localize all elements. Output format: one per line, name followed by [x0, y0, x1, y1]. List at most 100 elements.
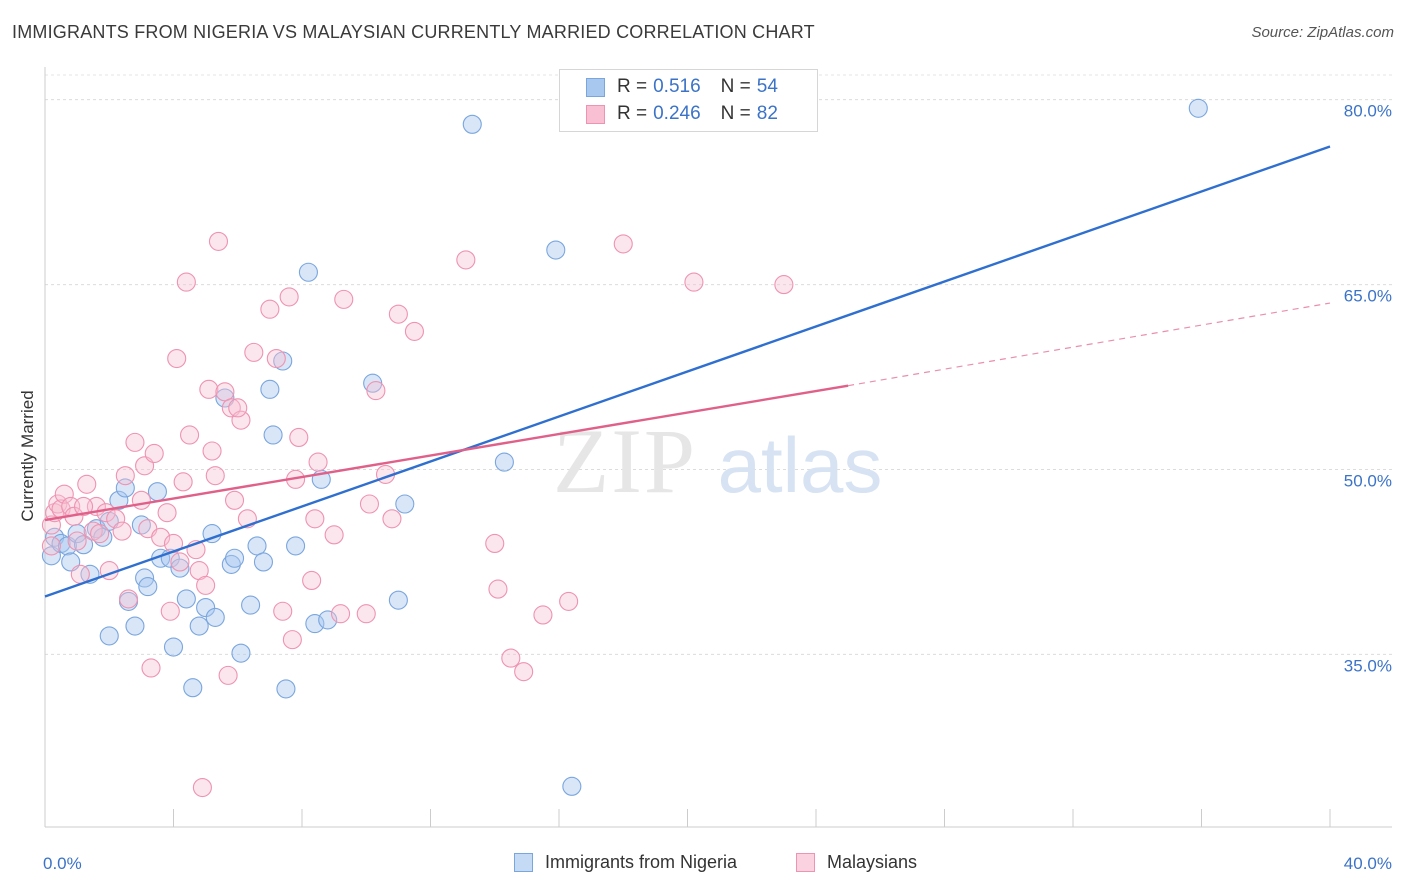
y-tick-label: 50.0% — [1344, 471, 1392, 490]
gridlines — [45, 74, 1392, 655]
point-nigeria — [163, 637, 184, 657]
point-nigeria — [170, 558, 190, 578]
point-malaysians — [330, 604, 351, 624]
legend-item-nigeria[interactable]: Immigrants from Nigeria — [514, 852, 737, 873]
point-nigeria — [176, 589, 196, 609]
point-nigeria — [241, 595, 261, 615]
point-malaysians — [125, 432, 145, 452]
point-nigeria — [224, 548, 245, 568]
y-tick-label: 65.0% — [1344, 287, 1392, 306]
point-malaysians — [74, 496, 94, 517]
point-malaysians — [485, 533, 505, 554]
point-malaysians — [404, 321, 424, 341]
data-points — [41, 98, 1208, 798]
source-credit: Source: ZipAtlas.com — [1251, 24, 1394, 41]
point-malaysians — [141, 658, 161, 678]
point-malaysians — [279, 287, 299, 307]
point-nigeria — [138, 577, 158, 597]
point-malaysians — [208, 231, 229, 251]
point-malaysians — [167, 348, 187, 369]
trend-line-nigeria — [44, 145, 1331, 598]
point-malaysians — [260, 299, 280, 319]
point-malaysians — [324, 525, 344, 545]
series-legend: Immigrants from Nigeria Malaysians — [0, 852, 1406, 876]
point-malaysians — [388, 304, 408, 324]
legend-label-malaysians: Malaysians — [827, 852, 918, 872]
legend-swatch-malaysians — [586, 104, 605, 124]
tick-labels: 35.0% 50.0% 65.0% 80.0% 0.0% 40.0% — [43, 102, 1392, 873]
point-malaysians — [144, 443, 164, 464]
point-malaysians — [334, 289, 354, 309]
point-malaysians — [514, 662, 534, 682]
point-malaysians — [90, 524, 110, 544]
legend-swatch-malaysians — [796, 853, 815, 872]
point-nigeria — [305, 614, 325, 634]
point-malaysians — [192, 778, 212, 798]
n-value: 82 — [756, 103, 778, 124]
n-label: N = — [720, 76, 751, 97]
point-nigeria — [1188, 98, 1208, 118]
y-tick-label: 80.0% — [1344, 102, 1392, 121]
r-value: 0.246 — [653, 103, 701, 124]
legend-item-malaysians[interactable]: Malaysians — [796, 852, 917, 873]
point-nigeria — [125, 616, 145, 636]
point-malaysians — [266, 348, 286, 369]
point-nigeria — [263, 425, 283, 445]
point-malaysians — [282, 630, 302, 650]
point-malaysians — [205, 466, 225, 486]
point-nigeria — [147, 482, 167, 502]
point-malaysians — [228, 398, 248, 418]
watermark-zip: ZIP — [553, 410, 697, 512]
point-nigeria — [276, 679, 296, 699]
point-nigeria — [562, 776, 582, 796]
point-malaysians — [356, 604, 376, 624]
trend-lines — [44, 145, 1331, 598]
point-nigeria — [298, 262, 318, 282]
point-malaysians — [118, 589, 139, 609]
point-malaysians — [308, 452, 328, 472]
point-malaysians — [115, 466, 135, 486]
y-axis-label: Currently Married — [18, 390, 37, 522]
point-nigeria — [253, 552, 274, 572]
point-malaysians — [41, 536, 61, 556]
watermark: ZIP atlas — [553, 410, 882, 512]
point-malaysians — [112, 521, 132, 541]
trend-line-malaysians — [44, 384, 849, 522]
point-nigeria — [494, 452, 514, 472]
point-malaysians — [199, 379, 219, 399]
point-malaysians — [67, 531, 87, 551]
point-nigeria — [131, 515, 151, 535]
point-malaysians — [180, 425, 200, 445]
point-malaysians — [176, 272, 196, 292]
watermark-atlas: atlas — [718, 421, 883, 509]
point-nigeria — [462, 114, 482, 134]
point-malaysians — [215, 382, 235, 402]
point-nigeria — [388, 590, 408, 610]
point-malaysians — [774, 275, 794, 295]
point-malaysians — [196, 575, 216, 595]
x-tick-label: 0.0% — [43, 854, 82, 873]
point-malaysians — [54, 484, 74, 504]
r-label: R = — [617, 76, 648, 97]
legend-label-nigeria: Immigrants from Nigeria — [545, 852, 738, 872]
legend-swatch-nigeria — [514, 853, 533, 872]
point-nigeria — [109, 490, 129, 510]
point-malaysians — [244, 342, 264, 362]
point-nigeria — [546, 240, 566, 260]
point-nigeria — [260, 379, 280, 399]
x-tick-label: 40.0% — [1344, 854, 1392, 873]
point-nigeria — [231, 643, 251, 663]
point-nigeria — [196, 598, 216, 618]
legend-row-malaysians: R = 0.246 N = 82 — [586, 103, 778, 125]
point-malaysians — [157, 503, 177, 523]
point-nigeria — [205, 607, 225, 627]
point-malaysians — [170, 552, 190, 572]
point-malaysians — [684, 272, 704, 292]
point-malaysians — [202, 441, 222, 461]
point-nigeria — [247, 536, 267, 556]
legend-row-nigeria: R = 0.516 N = 54 — [586, 76, 778, 98]
point-malaysians — [231, 410, 251, 430]
point-malaysians — [359, 494, 380, 514]
point-malaysians — [501, 648, 521, 668]
